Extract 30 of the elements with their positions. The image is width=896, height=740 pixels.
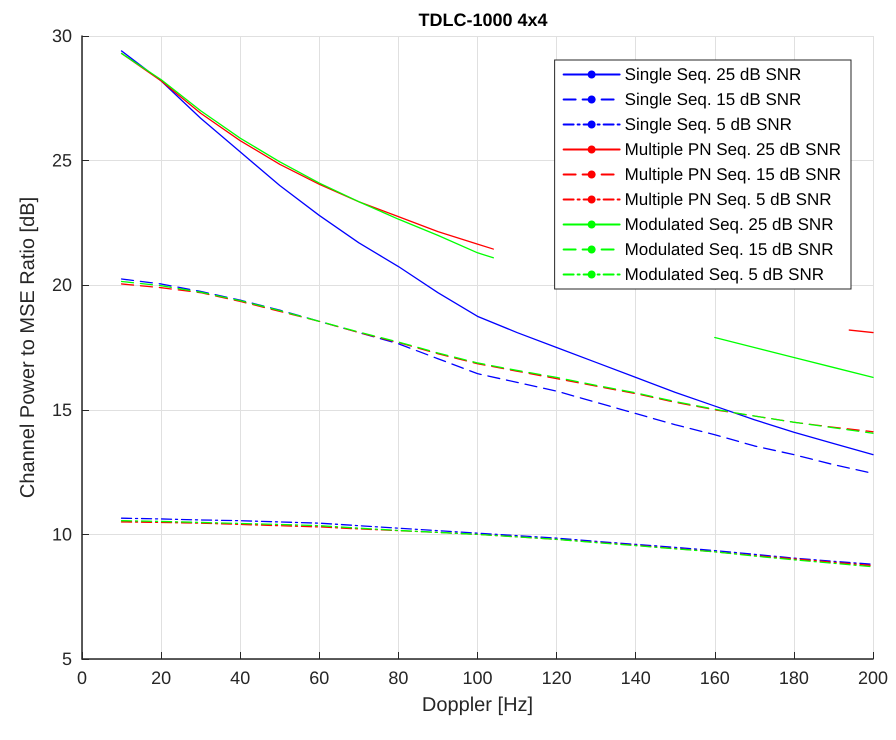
legend-label: Modulated Seq. 15 dB SNR: [624, 240, 834, 259]
line-series: [120, 50, 874, 456]
x-tick-label: 40: [230, 668, 250, 688]
y-tick-label: 25: [52, 150, 72, 171]
y-tick-label: 20: [52, 275, 72, 296]
y-tick-label: 5: [62, 649, 72, 669]
x-tick-label: 140: [620, 668, 651, 688]
legend-label: Multiple PN Seq. 5 dB SNR: [624, 190, 832, 209]
x-tick-label: 100: [462, 668, 493, 688]
x-tick-label: 60: [309, 668, 330, 688]
y-tick-label: 10: [52, 524, 72, 544]
y-axis-title: Channel Power to MSE Ratio [dB]: [17, 196, 39, 498]
x-tick-label: 120: [542, 668, 572, 688]
y-tick-label: 30: [52, 26, 72, 46]
legend-label: Multiple PN Seq. 25 dB SNR: [624, 140, 842, 159]
x-axis-title: Doppler [Hz]: [422, 694, 534, 716]
legend-label: Modulated Seq. 25 dB SNR: [624, 215, 834, 234]
x-tick-label: 180: [778, 668, 809, 688]
chart-title: TDLC-1000 4x4: [418, 10, 548, 30]
legend-label: Single Seq. 15 dB SNR: [624, 90, 802, 109]
legend-label: Multiple PN Seq. 15 dB SNR: [624, 165, 842, 184]
x-tick-label: 20: [151, 668, 172, 688]
x-tick-label: 200: [858, 668, 888, 688]
legend-label: Single Seq. 5 dB SNR: [624, 115, 792, 134]
legend-label: Modulated Seq. 5 dB SNR: [624, 265, 824, 284]
x-tick-label: 160: [700, 668, 730, 688]
x-tick-label: 0: [76, 668, 88, 688]
y-tick-label: 15: [52, 400, 72, 420]
x-tick-label: 80: [388, 668, 408, 688]
legend-label: Single Seq. 25 dB SNR: [624, 65, 802, 84]
